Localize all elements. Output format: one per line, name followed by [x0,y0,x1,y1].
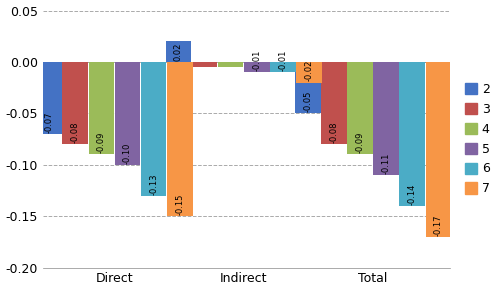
Text: -0.11: -0.11 [382,153,390,174]
Text: 0.02: 0.02 [174,42,183,61]
Text: -0.07: -0.07 [44,111,54,133]
Bar [295,62,320,113]
Bar [426,62,451,237]
Text: -0.10: -0.10 [123,142,132,164]
Text: -0.15: -0.15 [176,194,184,215]
Text: -0.13: -0.13 [149,173,158,195]
Text: -0.14: -0.14 [408,184,416,205]
Text: -0.01: -0.01 [252,50,262,71]
Bar [114,62,140,165]
Text: -0.08: -0.08 [330,122,338,143]
Bar [192,62,218,67]
Bar [141,62,167,196]
Text: -0.09: -0.09 [97,132,106,153]
Bar [400,62,425,206]
Bar [166,41,191,62]
Legend: 2, 3, 4, 5, 6, 7: 2, 3, 4, 5, 6, 7 [460,78,494,200]
Bar [62,62,88,144]
Text: -0.05: -0.05 [303,91,312,112]
Bar [270,62,296,72]
Bar [244,62,270,72]
Text: -0.17: -0.17 [434,214,443,236]
Text: -0.09: -0.09 [356,132,364,153]
Text: -0.01: -0.01 [278,50,287,71]
Bar [374,62,399,175]
Bar [321,62,346,144]
Bar [88,62,114,155]
Bar [296,62,322,83]
Bar [218,62,244,67]
Text: -0.08: -0.08 [70,122,80,143]
Text: -0.02: -0.02 [304,60,314,81]
Bar [347,62,373,155]
Bar [167,62,192,216]
Bar [36,62,62,134]
